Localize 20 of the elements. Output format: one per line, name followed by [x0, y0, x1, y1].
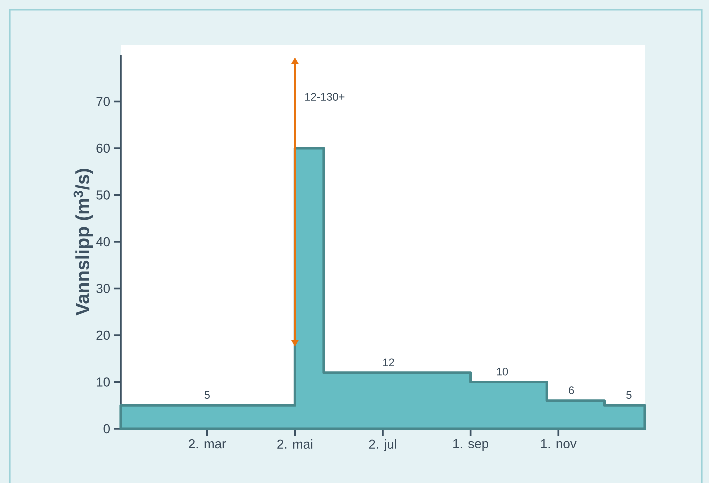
- annotation: 12: [384, 358, 394, 366]
- y-tick-label: 0: [104, 424, 110, 434]
- annotation: 5: [204, 391, 210, 400]
- y-tick-label: 50: [96, 190, 110, 200]
- annotation: 10: [497, 368, 508, 376]
- x-tick-label: 1. sep: [454, 439, 489, 452]
- x-tick-label: 1. nov: [541, 439, 577, 449]
- y-tick-label: 70: [96, 97, 110, 106]
- y-tick-label: 10: [97, 378, 110, 387]
- y-tick-label: 30: [96, 284, 110, 294]
- annotation: 6: [569, 386, 574, 394]
- y-tick-label: 60: [96, 144, 110, 154]
- annotation: 5: [626, 391, 632, 400]
- x-tick-label: 2. jul: [369, 439, 396, 452]
- y-tick-label: 40: [96, 237, 110, 247]
- x-tick-label: 2. mar: [189, 439, 226, 449]
- y-tick-label: 20: [96, 330, 110, 340]
- x-tick-label: 2. mai: [278, 439, 313, 449]
- annotation: 12-130+: [306, 93, 345, 101]
- y-axis-title: Vannslipp (m$^{3}$/s): [74, 169, 94, 316]
